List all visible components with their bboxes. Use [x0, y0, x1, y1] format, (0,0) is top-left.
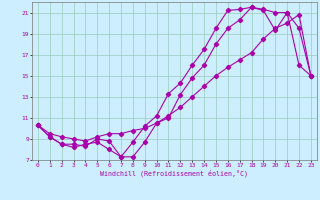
X-axis label: Windchill (Refroidissement éolien,°C): Windchill (Refroidissement éolien,°C): [100, 169, 248, 177]
